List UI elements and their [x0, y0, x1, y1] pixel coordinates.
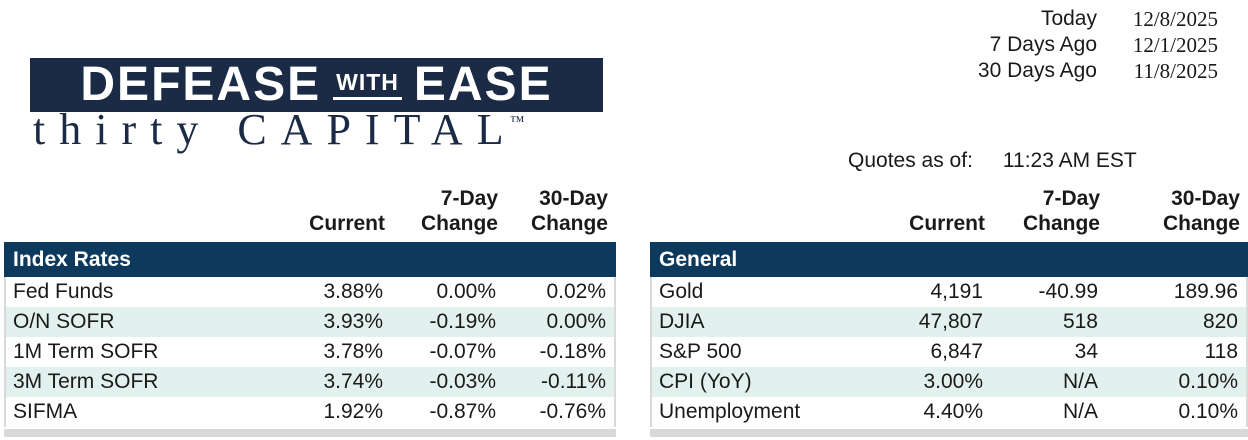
quotes-timestamp: Quotes as of: 11:23 AM EST	[848, 149, 1137, 173]
row-label: 1M Term SOFR	[13, 340, 159, 363]
table-row-djia: DJIA 47,807 518 820	[652, 307, 1246, 337]
7-day-change-value: -0.07%	[429, 340, 496, 363]
7-day-change-value: N/A	[1062, 400, 1098, 423]
column-header-current: Current	[250, 211, 385, 236]
column-header-current-bottom: Current	[909, 212, 985, 235]
date-label-30-days-ago: 30 Days Ago	[977, 59, 1097, 82]
defease-with-ease-logo: DEFEASE WITH EASE	[30, 58, 603, 112]
row-label: 3M Term SOFR	[13, 370, 159, 393]
30-day-change-value: 0.02%	[546, 280, 606, 303]
logo-word-ease: EASE	[413, 58, 553, 111]
column-header-7day-top: 7-Day	[1042, 187, 1100, 210]
reference-dates: Today 12/8/2025 7 Days Ago 12/1/2025 30 …	[978, 6, 1218, 84]
7-day-change-value: -0.87%	[429, 400, 496, 423]
table-bottom-strip	[4, 429, 616, 437]
column-header-7day-bottom: Change	[1022, 212, 1100, 235]
7-day-change-value: 518	[1062, 310, 1098, 333]
table-row-on-sofr: O/N SOFR 3.93% -0.19% 0.00%	[6, 307, 614, 337]
table-row-1m-term-sofr: 1M Term SOFR 3.78% -0.07% -0.18%	[6, 337, 614, 367]
date-value-7-days-ago: 12/1/2025	[1132, 33, 1218, 57]
row-label: Unemployment	[659, 400, 801, 423]
index-rates-title: Index Rates	[13, 247, 131, 271]
index-rates-table: Current 7-Day Change 30-Day Change Index…	[4, 183, 616, 437]
current-value: 6,847	[930, 340, 983, 363]
column-header-7day-top: 7-Day	[440, 187, 498, 210]
30-day-change-value: 0.00%	[546, 310, 606, 333]
current-value: 3.78%	[323, 340, 383, 363]
logo-word-with: WITH	[333, 70, 402, 100]
column-header-30day-top: 30-Day	[539, 187, 608, 210]
column-header-30day-bottom: Change	[530, 212, 608, 235]
thirty-capital-wordmark: thirty CAPITAL™	[33, 108, 524, 152]
date-value-30-days-ago: 11/8/2025	[1133, 59, 1218, 83]
column-header-30-day-change: 30-Day Change	[498, 186, 608, 236]
current-value: 4,191	[930, 280, 983, 303]
date-label-7-days-ago: 7 Days Ago	[989, 33, 1097, 56]
current-value: 3.93%	[323, 310, 383, 333]
column-header-7-day-change: 7-Day Change	[985, 186, 1100, 236]
current-value: 4.40%	[923, 400, 983, 423]
30-day-change-value: -0.18%	[539, 340, 606, 363]
current-value: 47,807	[918, 310, 983, 333]
7-day-change-value: -0.03%	[429, 370, 496, 393]
general-title: General	[659, 247, 738, 271]
table-row-sp500: S&P 500 6,847 34 118	[652, 337, 1246, 367]
row-label: SIFMA	[13, 400, 78, 423]
thirty-capital-text: thirty CAPITAL	[33, 105, 518, 154]
column-header-30day-bottom: Change	[1162, 212, 1240, 235]
7-day-change-value: 34	[1074, 340, 1098, 363]
30-day-change-value: -0.76%	[539, 400, 606, 423]
row-label: S&P 500	[659, 340, 742, 363]
table-row-sifma: SIFMA 1.92% -0.87% -0.76%	[6, 397, 614, 427]
current-value: 3.88%	[323, 280, 383, 303]
30-day-change-value: -0.11%	[541, 370, 606, 393]
30-day-change-value: 118	[1204, 340, 1238, 363]
row-label: DJIA	[659, 310, 705, 333]
table-row-unemployment: Unemployment 4.40% N/A 0.10%	[652, 397, 1246, 427]
table-row-cpi-yoy: CPI (YoY) 3.00% N/A 0.10%	[652, 367, 1246, 397]
quotes-time-value: 11:23 AM EST	[1002, 149, 1137, 172]
table-bottom-strip	[650, 429, 1248, 437]
table-row-fed-funds: Fed Funds 3.88% 0.00% 0.02%	[6, 277, 614, 307]
column-header-7-day-change: 7-Day Change	[385, 186, 498, 236]
table-row-3m-term-sofr: 3M Term SOFR 3.74% -0.03% -0.11%	[6, 367, 614, 397]
30-day-change-value: 0.10%	[1178, 400, 1238, 423]
30-day-change-value: 0.10%	[1178, 370, 1238, 393]
quotes-as-of-label: Quotes as of:	[848, 149, 973, 172]
column-header-30-day-change: 30-Day Change	[1100, 186, 1240, 236]
general-section-header: General	[650, 242, 1248, 277]
date-value-today: 12/8/2025	[1132, 7, 1218, 31]
general-table: Current 7-Day Change 30-Day Change Gener…	[650, 183, 1248, 437]
30-day-change-value: 189.96	[1173, 280, 1238, 303]
column-header-current-bottom: Current	[309, 212, 385, 235]
general-column-headers: Current 7-Day Change 30-Day Change	[650, 183, 1248, 236]
logo-word-defease: DEFEASE	[80, 58, 322, 111]
current-value: 1.92%	[323, 400, 383, 423]
index-rates-column-headers: Current 7-Day Change 30-Day Change	[4, 183, 616, 236]
7-day-change-value: N/A	[1062, 370, 1098, 393]
row-label: CPI (YoY)	[659, 370, 752, 393]
date-label-today: Today	[1040, 7, 1097, 30]
current-value: 3.00%	[923, 370, 983, 393]
index-rates-rows: Fed Funds 3.88% 0.00% 0.02% O/N SOFR 3.9…	[4, 277, 616, 427]
column-header-30day-top: 30-Day	[1171, 187, 1240, 210]
table-row-gold: Gold 4,191 -40.99 189.96	[652, 277, 1246, 307]
row-label: Fed Funds	[13, 280, 114, 303]
column-header-7day-bottom: Change	[420, 212, 498, 235]
column-header-current: Current	[850, 211, 985, 236]
current-value: 3.74%	[323, 370, 383, 393]
7-day-change-value: -0.19%	[429, 310, 496, 333]
row-label: O/N SOFR	[13, 310, 115, 333]
30-day-change-value: 820	[1202, 310, 1238, 333]
row-label: Gold	[659, 280, 704, 303]
trademark-symbol: ™	[509, 114, 525, 130]
7-day-change-value: 0.00%	[436, 280, 496, 303]
7-day-change-value: -40.99	[1038, 280, 1098, 303]
general-rows: Gold 4,191 -40.99 189.96 DJIA 47,807 518…	[650, 277, 1248, 427]
index-rates-section-header: Index Rates	[4, 242, 616, 277]
